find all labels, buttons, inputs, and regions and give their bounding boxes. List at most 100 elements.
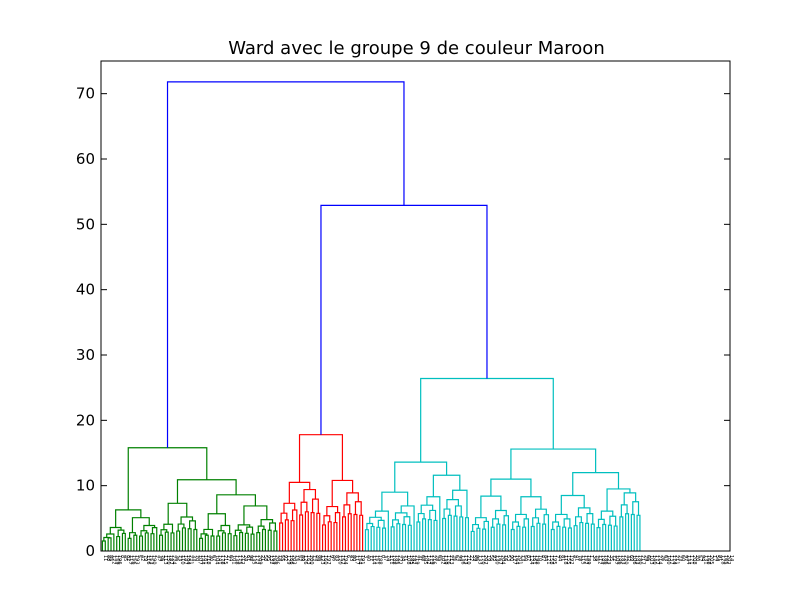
dendrogram-link	[520, 496, 542, 515]
dendrogram-link	[376, 526, 381, 551]
leaf-label: 69	[628, 555, 634, 561]
dendrogram-link	[115, 509, 142, 528]
leaf-label: 172	[253, 555, 259, 565]
leaf-label: 53	[505, 555, 511, 561]
leaf-label: 85	[108, 555, 114, 561]
dendrogram-link	[341, 516, 347, 551]
dendrogram-link	[636, 514, 641, 551]
dendrogram-link	[446, 499, 459, 510]
dendrogram-link	[609, 515, 617, 527]
dendrogram-link	[299, 514, 304, 551]
dendrogram-link	[619, 516, 624, 551]
leaf-label: 8	[119, 555, 125, 558]
leaf-label: 161	[531, 555, 537, 565]
dendrogram-link	[284, 519, 289, 551]
leaf-label: 119	[128, 555, 134, 565]
dendrogram-link	[233, 535, 238, 551]
leaf-label: 20	[694, 555, 700, 561]
leaf-label: 204	[499, 555, 505, 565]
dendrogram-link	[590, 523, 595, 551]
leaf-label: 156	[131, 555, 137, 565]
leaf-label: 120	[336, 555, 342, 565]
leaf-label: 72	[611, 555, 617, 561]
leaf-label: 91	[717, 555, 723, 561]
leaf-label: 12	[311, 555, 317, 561]
leaf-label: 178	[219, 555, 225, 565]
leaf-label: 114	[371, 555, 377, 565]
leaf-labels: 1148851221591968458211915619354279116153…	[102, 555, 734, 565]
leaf-label: 126	[302, 555, 308, 565]
ytick-label: 0	[85, 542, 95, 560]
dendrogram-link	[109, 526, 122, 535]
leaf-label: 182	[411, 555, 417, 565]
dendrogram-link	[331, 479, 354, 507]
dendrogram-link	[217, 530, 225, 537]
leaf-label: 0	[379, 555, 385, 558]
leaf-label: 140	[651, 555, 657, 565]
leaf-label: 86	[316, 555, 322, 561]
dendrogram-link	[420, 504, 434, 514]
dendrogram-link	[464, 517, 469, 551]
leaf-label: 210	[465, 555, 471, 565]
dendrogram-link	[394, 461, 448, 493]
dendrogram-link	[503, 515, 510, 551]
leaf-label: 76	[159, 555, 165, 561]
leaf-label: 113	[162, 555, 168, 565]
dendrogram-link	[103, 536, 111, 542]
leaf-label: 26	[659, 555, 665, 561]
leaf-label: 194	[342, 555, 348, 565]
dendrogram-link	[250, 533, 255, 551]
leaf-label: 54	[714, 555, 720, 561]
dendrogram-link	[510, 448, 597, 480]
dendrogram-link	[300, 501, 308, 515]
dendrogram-link	[459, 516, 464, 551]
leaf-label: 130	[494, 555, 500, 565]
dendrogram-link	[189, 520, 196, 530]
leaf-label: 171	[688, 555, 694, 565]
leaf-label: 217	[639, 555, 645, 565]
leaf-label: 74	[385, 555, 391, 561]
dendrogram-link	[261, 528, 266, 551]
leaf-label: 39	[156, 555, 162, 561]
dendrogram-link-top	[320, 204, 488, 435]
dendrogram-link	[496, 523, 501, 551]
leaf-label: 71	[402, 555, 408, 561]
leaf-label: 142	[425, 555, 431, 565]
dendrogram-link	[433, 519, 438, 551]
leaf-label: 40	[365, 555, 371, 561]
leaf-label: 92	[282, 555, 288, 561]
leaf-label: 153	[148, 555, 154, 565]
leaf-label: 65	[436, 555, 442, 561]
dendrogram-link	[199, 537, 204, 551]
leaf-label: 38	[591, 555, 597, 561]
leaf-label: 14	[728, 555, 734, 561]
dendrogram-link	[364, 529, 369, 551]
leaf-label: 166	[288, 555, 294, 565]
leaf-label: 202	[725, 555, 731, 565]
dendrogram-link	[370, 525, 375, 551]
leaf-label: 55	[279, 555, 285, 561]
leaf-label: 198	[534, 555, 540, 565]
dendrogram-link	[353, 513, 358, 551]
ytick-label: 10	[76, 477, 95, 495]
dendrogram-link	[291, 509, 298, 551]
leaf-label: 157	[339, 555, 345, 565]
leaf-label: 7	[554, 555, 560, 558]
leaf-label: 193	[133, 555, 139, 565]
dendrogram-link	[579, 521, 584, 551]
leaf-label: 192	[568, 555, 574, 565]
dendrogram-link	[310, 512, 315, 551]
leaf-label: 220	[622, 555, 628, 565]
leaf-label: 189	[585, 555, 591, 565]
dendrogram-link	[429, 509, 437, 521]
leaf-label: 64	[228, 555, 234, 561]
dendrogram-link	[200, 533, 208, 539]
leaf-label: 187	[168, 555, 174, 565]
dendrogram-link	[522, 526, 527, 551]
leaf-label: 150	[165, 555, 171, 565]
leaf-label: 2	[153, 555, 159, 558]
dendrogram-link	[427, 519, 432, 551]
leaf-label: 81	[559, 555, 565, 561]
dendrogram-tree	[101, 81, 641, 551]
dendrogram-link	[483, 520, 490, 551]
